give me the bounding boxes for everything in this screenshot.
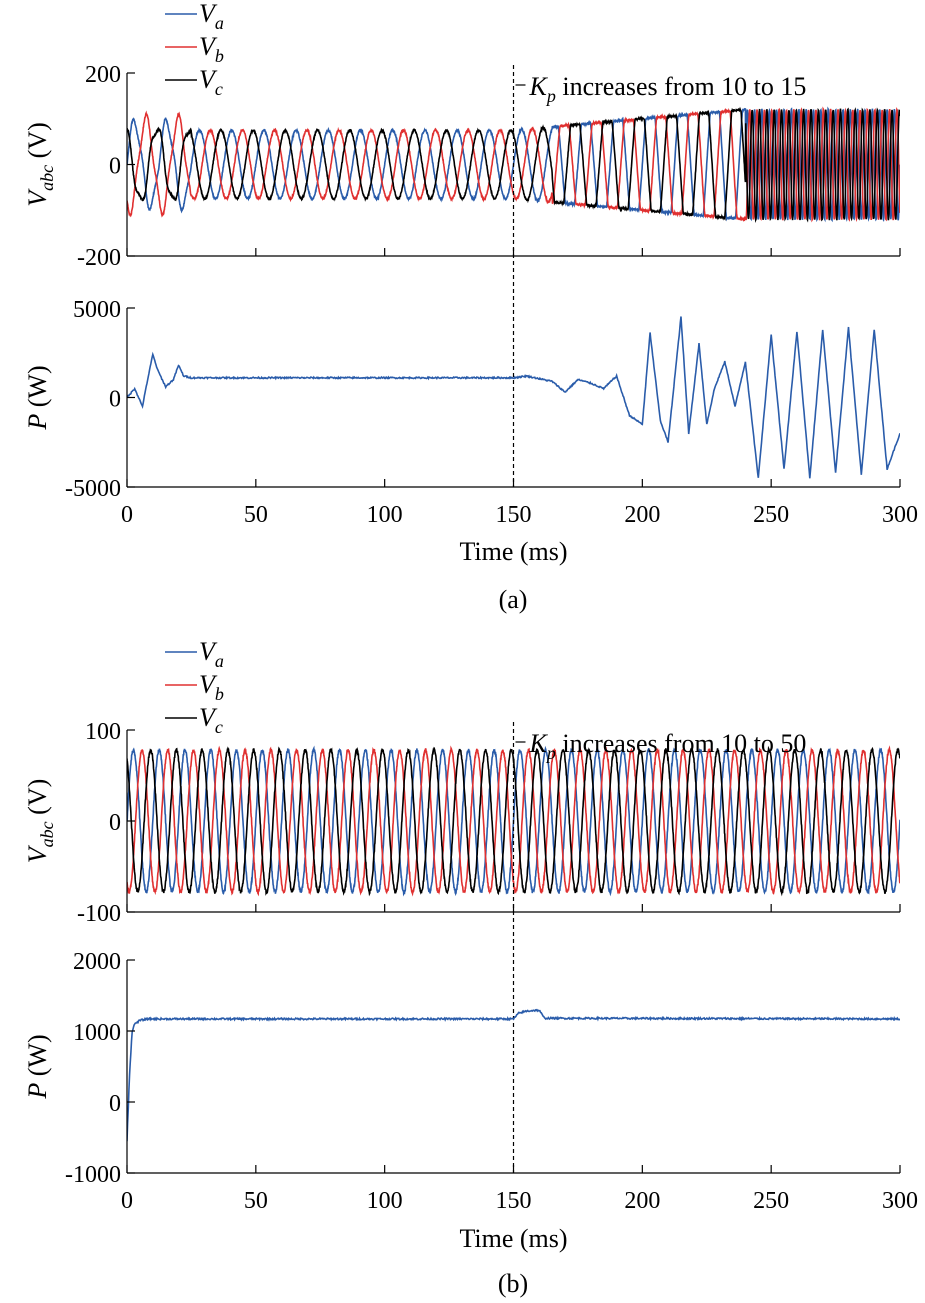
y-tick-label: 1000 [73,1020,121,1046]
annotation-text: Kp increases from 10 to 15 [529,72,807,106]
y-axis-label: P (W) [23,365,52,430]
x-axis-label: Time (ms) [459,537,567,566]
x-tick-label: 150 [496,1188,532,1214]
y-tick-label: 2000 [73,949,121,975]
series-line-Vc [127,106,900,224]
y-tick-label: 0 [109,1091,121,1117]
y-tick-label: -200 [77,245,121,271]
x-axis-label: Time (ms) [459,1224,567,1253]
x-tick-label: 0 [121,502,133,528]
x-tick-label: 250 [753,1188,789,1214]
caption-a: (a) [499,585,528,614]
y-tick-label: 5000 [73,297,121,323]
x-tick-label: 50 [244,1188,268,1214]
x-tick-label: 200 [624,502,660,528]
y-tick-label: 100 [85,719,121,745]
x-tick-label: 300 [882,1188,918,1214]
caption-b: (b) [498,1269,528,1298]
series-line-P [127,1008,900,1142]
y-tick-label: 200 [85,62,121,88]
x-tick-label: 250 [753,502,789,528]
series-line-P [127,316,900,479]
y-tick-label: -100 [77,901,121,927]
legend-entry-Vb: Vb [199,32,224,66]
legend-entry-Vb: Vb [199,670,224,704]
legend-entry-Va: Va [199,637,224,671]
y-axis-label: Vabc (V) [23,122,57,206]
series-line-Vb [127,745,900,897]
legend-entry-Va: Va [199,0,224,33]
y-tick-label: 0 [109,387,121,413]
y-axis-label: P (W) [23,1034,52,1099]
y-tick-label: 0 [109,154,121,180]
series-line-Vc [127,745,900,897]
annotation-text: Kp increases from 10 to 50 [529,729,807,763]
legend-entry-Vc: Vc [199,65,223,99]
x-tick-label: 50 [244,502,268,528]
x-tick-label: 100 [367,502,403,528]
legend-entry-Vc: Vc [199,703,223,737]
y-tick-label: -1000 [65,1162,121,1188]
x-tick-label: 150 [496,502,532,528]
x-tick-label: 0 [121,1188,133,1214]
y-axis-label: Vabc (V) [23,779,57,863]
y-tick-label: -5000 [65,476,121,502]
x-tick-label: 200 [624,1188,660,1214]
y-tick-label: 0 [109,810,121,836]
x-tick-label: 100 [367,1188,403,1214]
x-tick-label: 300 [882,502,918,528]
